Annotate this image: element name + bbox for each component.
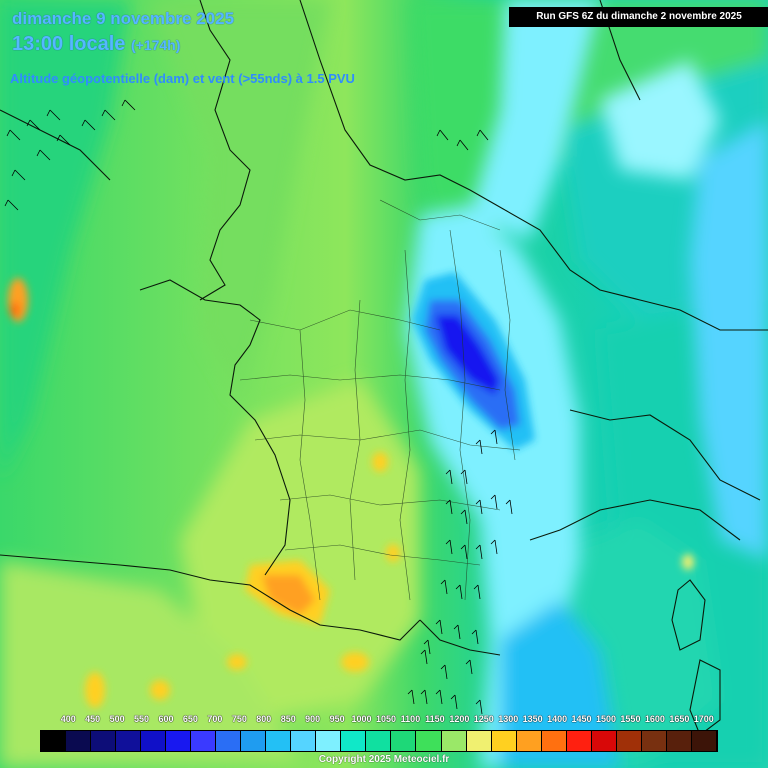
legend-label: 800	[256, 714, 272, 724]
legend-label: 600	[158, 714, 174, 724]
legend-swatch	[491, 731, 517, 751]
legend-swatch	[41, 731, 67, 751]
legend-swatch	[141, 731, 167, 751]
legend-swatch	[516, 731, 542, 751]
legend-label: 500	[109, 714, 125, 724]
warm-anomalies	[8, 278, 694, 708]
forecast-date: dimanche 9 novembre 2025	[12, 9, 235, 28]
forecast-time: 13:00 locale (+174h)	[12, 33, 180, 56]
legend-swatch	[566, 731, 592, 751]
run-label: Run GFS 6Z du dimanche 2 novembre 2025	[509, 7, 768, 27]
legend-swatch	[241, 731, 267, 751]
legend-label: 1500	[595, 714, 617, 724]
legend-swatch	[441, 731, 467, 751]
legend-swatch	[191, 731, 217, 751]
legend-label: 1250	[473, 714, 494, 724]
legend-swatch	[541, 731, 567, 751]
legend-label: 950	[329, 714, 345, 724]
legend-swatch	[416, 731, 442, 751]
legend-label: 1300	[498, 714, 519, 724]
trough-core	[412, 272, 535, 450]
legend-swatch	[366, 731, 392, 751]
legend-label: 750	[231, 714, 247, 724]
legend-swatch	[166, 731, 192, 751]
legend-label: 1450	[571, 714, 592, 724]
legend-label: 1600	[644, 714, 665, 724]
legend-label: 1000	[351, 714, 372, 724]
legend-swatch	[641, 731, 667, 751]
legend-swatch	[341, 731, 367, 751]
legend-label: 550	[134, 714, 150, 724]
legend-label: 400	[60, 714, 76, 724]
legend-label: 1400	[547, 714, 568, 724]
legend-swatch	[466, 731, 492, 751]
legend-swatch	[691, 731, 717, 751]
legend-swatch	[66, 731, 92, 751]
color-legend-bar	[40, 730, 718, 752]
legend-label: 1650	[669, 714, 690, 724]
legend-swatch	[91, 731, 117, 751]
legend-label: 1150	[425, 714, 445, 724]
legend-swatch	[391, 731, 417, 751]
legend-label: 1550	[620, 714, 641, 724]
legend-label: 1200	[449, 714, 470, 724]
legend-swatch	[216, 731, 242, 751]
coastlines	[0, 0, 768, 736]
legend-swatch	[591, 731, 617, 751]
region-borders	[239, 199, 521, 601]
legend-labels: 400 450 500 550 600 650 700 750 800 850 900 950 1000…	[56, 714, 716, 726]
legend-swatch	[666, 731, 692, 751]
legend-label: 850	[280, 714, 296, 724]
legend-label: 650	[182, 714, 198, 724]
lead-time: (+174h)	[130, 37, 181, 53]
legend-label: 900	[305, 714, 321, 724]
legend-label: 1100	[400, 714, 421, 724]
legend-swatch	[116, 731, 142, 751]
legend-swatch	[266, 731, 292, 751]
legend-label: 1350	[522, 714, 543, 724]
legend-label: 1700	[693, 714, 714, 724]
forecast-time-label: 13:00 locale	[12, 33, 126, 55]
legend-swatch	[316, 731, 342, 751]
field-description: Altitude géopotentielle (dam) et vent (>…	[10, 71, 355, 86]
copyright: Copyright 2025 Meteociel.fr	[318, 754, 450, 765]
legend-label: 450	[85, 714, 101, 724]
legend-label: 700	[207, 714, 223, 724]
legend-label: 1050	[375, 714, 397, 724]
legend-swatch	[616, 731, 642, 751]
legend-swatch	[291, 731, 317, 751]
wind-barbs	[4, 99, 513, 715]
